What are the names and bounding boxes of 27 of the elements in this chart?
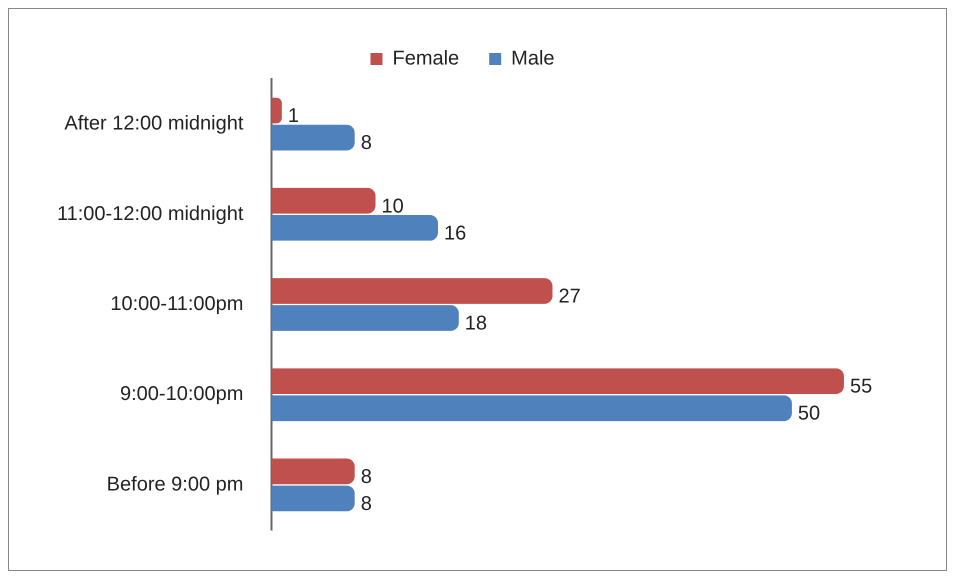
y-tick-label: 9:00-10:00pm [120, 383, 244, 406]
bar [271, 278, 552, 304]
bar [271, 458, 355, 484]
data-label: 8 [360, 492, 372, 515]
bar [271, 98, 282, 124]
legend-label: Male [511, 48, 555, 70]
data-label: 18 [464, 312, 488, 335]
data-label: 55 [850, 376, 872, 398]
bar [271, 124, 355, 150]
y-tick-label: 11:00-12:00 midnight [56, 202, 244, 225]
data-label: 10 [382, 195, 404, 218]
legend-label: Female [392, 48, 460, 70]
data-label: 50 [798, 402, 820, 425]
bar [271, 395, 792, 422]
bar [271, 368, 844, 394]
data-label: 1 [288, 105, 299, 128]
y-tick-label: Before 9:00 pm [106, 473, 244, 496]
data-label: 27 [558, 285, 581, 308]
data-label: 8 [360, 466, 372, 488]
bar [271, 214, 438, 241]
y-tick-label: After 12:00 midnight [64, 112, 244, 135]
data-label: 16 [444, 222, 466, 244]
y-tick-label: 10:00-11:00pm [110, 293, 244, 316]
bar [271, 305, 459, 331]
bar [271, 486, 355, 512]
data-label: 8 [360, 132, 372, 154]
bar [271, 188, 376, 214]
